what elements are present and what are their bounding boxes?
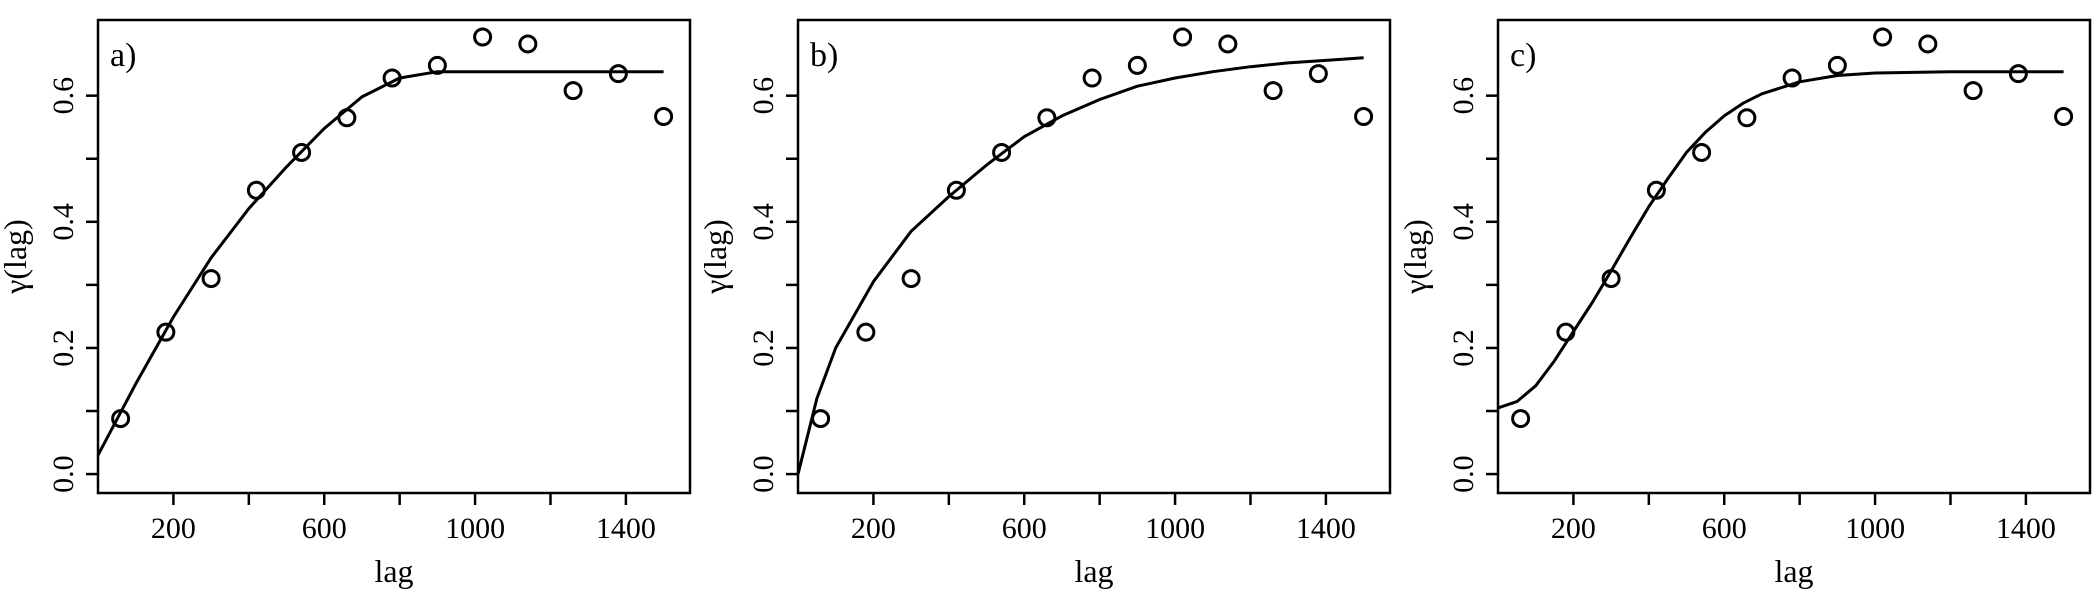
empirical-point	[111, 409, 131, 429]
y-tick-label: 0.6	[1447, 77, 1480, 115]
empirical-point	[156, 322, 176, 342]
empirical-point	[1037, 108, 1057, 128]
empirical-point	[1173, 27, 1193, 47]
empirical-point	[1308, 64, 1328, 84]
x-axis-title: lag	[1074, 553, 1113, 589]
x-tick-label: 200	[851, 512, 896, 545]
y-tick-label: 0.0	[747, 455, 780, 493]
empirical-point	[811, 409, 831, 429]
empirical-point	[1692, 142, 1712, 162]
x-tick-label: 1400	[596, 512, 656, 545]
empirical-point	[2054, 106, 2074, 126]
y-axis-title: γ(lag)	[697, 219, 733, 295]
x-axis-title: lag	[374, 553, 413, 589]
y-tick-label: 0.4	[1447, 203, 1480, 241]
y-axis-title: γ(lag)	[1397, 219, 1433, 295]
empirical-point	[1511, 409, 1531, 429]
empirical-point	[292, 142, 312, 162]
fitted-variogram-line	[796, 56, 1364, 475]
empirical-point	[201, 269, 221, 289]
empirical-point	[946, 180, 966, 200]
empirical-point	[608, 64, 628, 84]
x-axis-title: lag	[1774, 553, 1813, 589]
y-tick-label: 0.0	[47, 455, 80, 493]
x-tick-label: 1000	[445, 512, 505, 545]
empirical-point	[473, 27, 493, 47]
y-axis-title: γ(lag)	[0, 219, 33, 295]
y-tick-label: 0.2	[47, 329, 80, 367]
empirical-point	[992, 142, 1012, 162]
y-tick-label: 0.4	[747, 203, 780, 241]
empirical-point	[337, 108, 357, 128]
empirical-point	[1737, 108, 1757, 128]
empirical-point	[2008, 64, 2028, 84]
x-tick-label: 1400	[1296, 512, 1356, 545]
empirical-point	[427, 55, 447, 75]
x-tick-label: 600	[1002, 512, 1047, 545]
plot-frame	[96, 18, 692, 495]
empirical-point	[654, 106, 674, 126]
empirical-point	[1873, 27, 1893, 47]
empirical-point	[1646, 180, 1666, 200]
empirical-point	[1827, 55, 1847, 75]
plot-frame	[1496, 18, 2092, 495]
empirical-point	[1127, 55, 1147, 75]
empirical-point	[1601, 269, 1621, 289]
x-tick-label: 200	[151, 512, 196, 545]
empirical-point	[1556, 322, 1576, 342]
x-tick-label: 1000	[1145, 512, 1205, 545]
plot-frame	[796, 18, 1392, 495]
empirical-point	[563, 81, 583, 101]
y-tick-label: 0.6	[747, 77, 780, 115]
empirical-point	[382, 68, 402, 88]
panel-2: 200 600 1000 1400 0.0 0.2 0.4 0.6 lag γ(lag) b)	[697, 18, 1392, 589]
panel-label: b)	[810, 37, 838, 74]
empirical-point	[246, 180, 266, 200]
empirical-point	[1082, 68, 1102, 88]
fitted-variogram-line	[1497, 70, 2064, 410]
y-tick-label: 0.4	[47, 203, 80, 241]
x-tick-label: 600	[302, 512, 347, 545]
empirical-point	[1782, 68, 1802, 88]
y-tick-label: 0.0	[1447, 455, 1480, 493]
fitted-variogram-line	[96, 70, 664, 456]
x-tick-label: 600	[1702, 512, 1747, 545]
y-tick-label: 0.2	[747, 329, 780, 367]
y-tick-label: 0.2	[1447, 329, 1480, 367]
empirical-point	[1354, 106, 1374, 126]
empirical-point	[901, 269, 921, 289]
panel-label: c)	[1510, 37, 1536, 74]
empirical-point	[856, 322, 876, 342]
empirical-point	[1963, 81, 1983, 101]
x-tick-label: 1000	[1845, 512, 1905, 545]
y-tick-label: 0.6	[47, 77, 80, 115]
panel-label: a)	[110, 37, 136, 74]
x-tick-label: 1400	[1996, 512, 2056, 545]
empirical-point	[518, 34, 538, 54]
panel-3: 200 600 1000 1400 0.0 0.2 0.4 0.6 lag γ(lag) c)	[1397, 18, 2092, 589]
x-tick-label: 200	[1551, 512, 1596, 545]
empirical-point	[1263, 81, 1283, 101]
empirical-point	[1218, 34, 1238, 54]
empirical-point	[1918, 34, 1938, 54]
panel-1: 200 600 1000 1400 0.0 0.2 0.4 0.6 lag γ(lag) a)	[0, 18, 692, 589]
